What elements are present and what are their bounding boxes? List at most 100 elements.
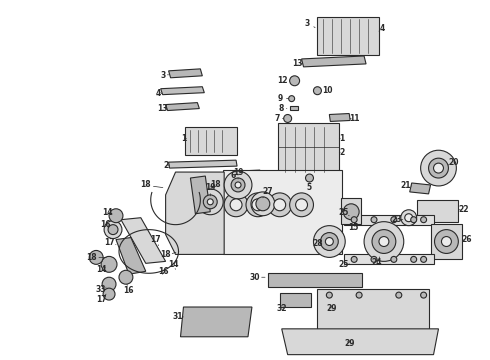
- Polygon shape: [410, 183, 431, 194]
- Bar: [268, 273, 362, 287]
- Circle shape: [371, 217, 377, 223]
- Text: 18: 18: [160, 250, 171, 259]
- Circle shape: [290, 193, 314, 217]
- Bar: [341, 198, 361, 224]
- Text: 4: 4: [379, 24, 385, 33]
- Circle shape: [420, 256, 427, 262]
- Text: 24: 24: [372, 258, 382, 267]
- Circle shape: [119, 270, 133, 284]
- Circle shape: [252, 199, 264, 211]
- Text: 7: 7: [274, 114, 279, 123]
- Text: 2: 2: [340, 148, 345, 157]
- Text: 6: 6: [230, 171, 236, 180]
- Circle shape: [364, 222, 404, 261]
- Circle shape: [290, 76, 299, 86]
- Polygon shape: [169, 160, 237, 168]
- Circle shape: [108, 225, 118, 235]
- Circle shape: [441, 237, 451, 247]
- Circle shape: [203, 195, 217, 209]
- Polygon shape: [161, 87, 204, 95]
- Text: 4: 4: [156, 89, 161, 98]
- Polygon shape: [166, 103, 199, 111]
- Circle shape: [207, 199, 213, 205]
- Text: 3: 3: [305, 19, 310, 28]
- Polygon shape: [169, 69, 202, 78]
- Circle shape: [356, 292, 362, 298]
- Text: 25: 25: [338, 260, 348, 269]
- Circle shape: [420, 217, 427, 223]
- Text: 12: 12: [277, 76, 288, 85]
- Text: 5: 5: [307, 184, 312, 193]
- Text: 31: 31: [172, 312, 183, 321]
- Circle shape: [231, 178, 245, 192]
- Text: 10: 10: [322, 86, 333, 95]
- Text: 8: 8: [278, 104, 283, 113]
- Text: 29: 29: [326, 305, 337, 314]
- Circle shape: [289, 96, 294, 102]
- Circle shape: [314, 87, 321, 95]
- Text: 3: 3: [161, 71, 166, 80]
- Circle shape: [235, 182, 241, 188]
- Circle shape: [391, 256, 397, 262]
- Text: 29: 29: [344, 339, 354, 348]
- Circle shape: [420, 292, 427, 298]
- Circle shape: [391, 217, 397, 223]
- Polygon shape: [191, 176, 210, 214]
- Circle shape: [89, 251, 103, 264]
- Text: 14: 14: [102, 208, 112, 217]
- Bar: [318, 17, 379, 55]
- Circle shape: [104, 221, 122, 239]
- Circle shape: [224, 171, 252, 199]
- Polygon shape: [180, 307, 252, 337]
- Circle shape: [256, 197, 270, 211]
- Circle shape: [325, 238, 333, 246]
- Circle shape: [405, 214, 413, 222]
- Circle shape: [274, 199, 286, 211]
- Circle shape: [197, 189, 223, 215]
- Circle shape: [411, 217, 416, 223]
- Bar: [185, 127, 237, 155]
- Circle shape: [295, 199, 308, 211]
- Bar: [280, 293, 312, 307]
- Circle shape: [109, 209, 123, 223]
- Circle shape: [435, 230, 458, 253]
- Circle shape: [351, 256, 357, 262]
- Bar: [223, 170, 342, 255]
- Text: 1: 1: [340, 134, 345, 143]
- Text: 13: 13: [293, 59, 303, 68]
- Circle shape: [102, 277, 116, 291]
- Circle shape: [371, 256, 377, 262]
- Text: 22: 22: [458, 205, 468, 214]
- Text: 13: 13: [157, 104, 168, 113]
- Polygon shape: [116, 238, 146, 274]
- Text: 17: 17: [104, 238, 114, 247]
- Text: 27: 27: [263, 188, 273, 197]
- Bar: [318, 289, 429, 331]
- Circle shape: [101, 256, 117, 272]
- Polygon shape: [166, 172, 224, 255]
- Text: 28: 28: [312, 239, 323, 248]
- Text: 19: 19: [205, 184, 216, 193]
- Text: 9: 9: [278, 94, 283, 103]
- Bar: [431, 224, 462, 260]
- Text: 15: 15: [348, 223, 358, 232]
- Polygon shape: [282, 329, 439, 355]
- Text: 17: 17: [150, 235, 161, 244]
- Text: 16: 16: [158, 267, 169, 276]
- Text: 1: 1: [181, 134, 186, 143]
- Text: 16: 16: [100, 220, 110, 229]
- Text: 25: 25: [338, 208, 348, 217]
- Circle shape: [396, 292, 402, 298]
- Circle shape: [103, 288, 115, 300]
- Circle shape: [351, 217, 357, 223]
- Text: 11: 11: [349, 114, 359, 123]
- Polygon shape: [238, 170, 261, 177]
- Circle shape: [372, 230, 396, 253]
- Bar: [344, 215, 434, 225]
- Text: 18: 18: [141, 180, 151, 189]
- Text: 23: 23: [392, 215, 402, 224]
- Text: 14: 14: [96, 265, 106, 274]
- Text: 30: 30: [250, 273, 260, 282]
- Text: 32: 32: [276, 305, 287, 314]
- Text: 14: 14: [168, 260, 179, 269]
